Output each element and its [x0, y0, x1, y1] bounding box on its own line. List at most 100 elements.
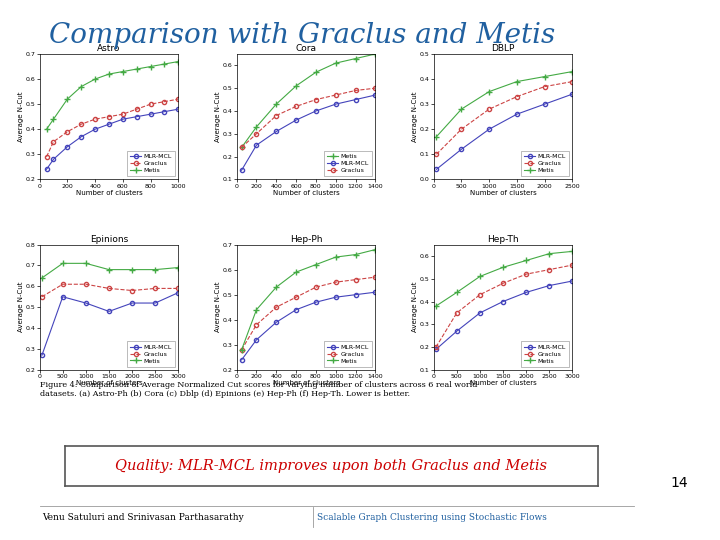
MLR-MCL — [568, 278, 577, 284]
Legend: MLR-MCL, Graclus, Metis: MLR-MCL, Graclus, Metis — [324, 341, 372, 367]
Metis — [272, 284, 281, 291]
Graclus — [63, 129, 72, 135]
Graclus — [146, 101, 155, 107]
Line: Graclus: Graclus — [434, 263, 575, 349]
Graclus — [238, 144, 246, 151]
Metis — [331, 60, 340, 66]
Graclus — [151, 285, 160, 292]
Text: Comparison with Graclus and Metis: Comparison with Graclus and Metis — [49, 22, 556, 49]
MLR-MCL — [151, 300, 160, 306]
MLR-MCL — [331, 294, 340, 300]
Graclus — [457, 126, 466, 132]
Metis — [432, 133, 441, 140]
Line: Metis: Metis — [239, 247, 378, 353]
Line: MLR-MCL: MLR-MCL — [240, 290, 377, 362]
MLR-MCL — [77, 133, 86, 140]
MLR-MCL — [485, 126, 493, 132]
Y-axis label: Average N-Cut: Average N-Cut — [18, 91, 24, 142]
Metis — [151, 266, 160, 273]
Y-axis label: Average N-Cut: Average N-Cut — [413, 282, 418, 333]
Metis — [238, 144, 246, 151]
MLR-MCL — [127, 300, 136, 306]
Graclus — [513, 93, 521, 100]
Graclus — [104, 113, 113, 120]
MLR-MCL — [452, 328, 461, 334]
Line: Metis: Metis — [433, 248, 575, 309]
Graclus — [485, 106, 493, 112]
Graclus — [351, 276, 360, 283]
Graclus — [252, 321, 261, 328]
Graclus — [312, 96, 320, 103]
Graclus — [312, 284, 320, 291]
MLR-MCL — [476, 309, 485, 316]
Text: Quality: MLR-MCL improves upon both Graclus and Metis: Quality: MLR-MCL improves upon both Grac… — [115, 459, 547, 472]
Metis — [331, 254, 340, 260]
Metis — [42, 126, 51, 132]
MLR-MCL — [331, 101, 340, 107]
Metis — [513, 78, 521, 85]
Metis — [160, 61, 168, 68]
MLR-MCL — [457, 146, 466, 152]
Legend: Metis, MLR-MCL, Graclus: Metis, MLR-MCL, Graclus — [324, 151, 372, 176]
Graclus — [42, 153, 51, 160]
Graclus — [292, 294, 300, 300]
MLR-MCL — [132, 113, 141, 120]
Graclus — [49, 138, 58, 145]
MLR-MCL — [371, 92, 379, 98]
Graclus — [174, 96, 183, 103]
Line: MLR-MCL: MLR-MCL — [240, 93, 377, 172]
Metis — [351, 55, 360, 62]
Graclus — [545, 266, 554, 273]
Title: Epinions: Epinions — [90, 235, 128, 244]
MLR-MCL — [252, 142, 261, 149]
MLR-MCL — [499, 298, 508, 305]
MLR-MCL — [160, 109, 168, 115]
Line: Metis: Metis — [44, 59, 181, 132]
Graclus — [540, 83, 549, 90]
Metis — [452, 289, 461, 295]
Line: Metis: Metis — [39, 261, 181, 281]
Metis — [292, 83, 300, 89]
Metis — [568, 248, 577, 255]
Text: UNIVERSITY: UNIVERSITY — [622, 141, 674, 151]
Metis — [272, 101, 281, 107]
Metis — [568, 68, 577, 75]
Metis — [457, 106, 466, 112]
MLR-MCL — [81, 300, 90, 306]
MLR-MCL — [174, 106, 183, 112]
Metis — [104, 71, 113, 77]
Graclus — [272, 112, 281, 119]
Metis — [499, 264, 508, 271]
Metis — [104, 266, 113, 273]
Title: Cora: Cora — [295, 44, 317, 53]
Y-axis label: Average N-Cut: Average N-Cut — [413, 91, 418, 142]
Graclus — [238, 347, 246, 353]
Graclus — [432, 151, 441, 158]
Graclus — [160, 98, 168, 105]
Graclus — [499, 280, 508, 287]
Text: 14: 14 — [670, 476, 688, 490]
Y-axis label: Average N-Cut: Average N-Cut — [18, 282, 24, 333]
Metis — [485, 89, 493, 95]
MLR-MCL — [272, 129, 281, 135]
Title: DBLP: DBLP — [491, 44, 515, 53]
Metis — [252, 307, 261, 313]
MLR-MCL — [252, 336, 261, 343]
Metis — [174, 58, 183, 65]
Metis — [91, 76, 99, 82]
MLR-MCL — [351, 96, 360, 103]
Line: Metis: Metis — [433, 69, 575, 139]
Graclus — [351, 87, 360, 94]
Line: Graclus: Graclus — [45, 97, 181, 159]
Line: MLR-MCL: MLR-MCL — [45, 107, 181, 171]
Metis — [252, 124, 261, 130]
Line: Graclus: Graclus — [240, 275, 377, 352]
Metis — [81, 260, 90, 267]
X-axis label: Number of clusters: Number of clusters — [469, 381, 536, 387]
Text: · T · H · E ·: · T · H · E · — [629, 28, 667, 37]
Line: Graclus: Graclus — [40, 282, 181, 299]
Graclus — [252, 131, 261, 137]
Metis — [476, 273, 485, 280]
Metis — [132, 66, 141, 72]
MLR-MCL — [104, 121, 113, 127]
